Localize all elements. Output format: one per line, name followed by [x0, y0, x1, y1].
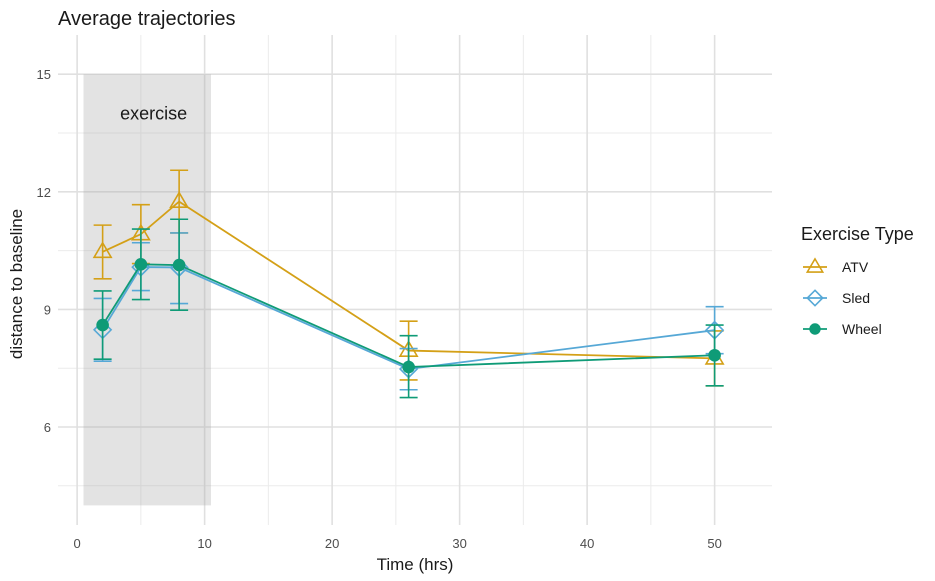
atv-point: [92, 241, 113, 259]
x-tick-label: 0: [74, 536, 81, 551]
x-tick-label: 20: [325, 536, 339, 551]
chart-title: Average trajectories: [58, 8, 236, 30]
legend-swatch-circle: [809, 323, 821, 335]
legend-label-wheel: Wheel: [842, 321, 882, 337]
legend-title: Exercise Type: [801, 224, 914, 244]
legend-swatch-triangle: [805, 257, 825, 273]
x-tick-label: 50: [707, 536, 721, 551]
atv-point: [169, 191, 190, 208]
series-wheel: [93, 218, 724, 399]
atv-line: [102, 200, 715, 360]
legend-item-sled: Sled: [803, 289, 870, 307]
legend-item-wheel: Wheel: [803, 321, 882, 337]
exercise-annotation: exercise: [120, 103, 187, 123]
legend-swatch-diamond: [806, 289, 824, 307]
legend: Exercise Type ATV Sled Wheel: [801, 224, 914, 337]
x-tick-label: 40: [580, 536, 594, 551]
y-tick-label: 15: [37, 67, 51, 82]
y-axis-label: distance to baseline: [7, 209, 26, 359]
wheel-point: [172, 258, 186, 272]
wheel-point: [708, 348, 721, 362]
y-tick-label: 6: [44, 420, 51, 435]
wheel-point: [96, 318, 109, 332]
legend-item-atv: ATV: [803, 257, 869, 275]
y-tick-label: 9: [44, 302, 51, 317]
x-axis-label: Time (hrs): [377, 555, 454, 574]
legend-label-atv: ATV: [842, 259, 869, 275]
axes: 0 10 20 30 40 50 6 9 12 15: [37, 67, 722, 551]
x-tick-label: 10: [197, 536, 211, 551]
wheel-point: [134, 258, 148, 271]
data-series: [92, 169, 725, 399]
legend-label-sled: Sled: [842, 290, 870, 306]
y-tick-label: 12: [37, 185, 51, 200]
grid: [58, 35, 772, 525]
wheel-point: [402, 360, 415, 374]
x-tick-label: 30: [452, 536, 466, 551]
